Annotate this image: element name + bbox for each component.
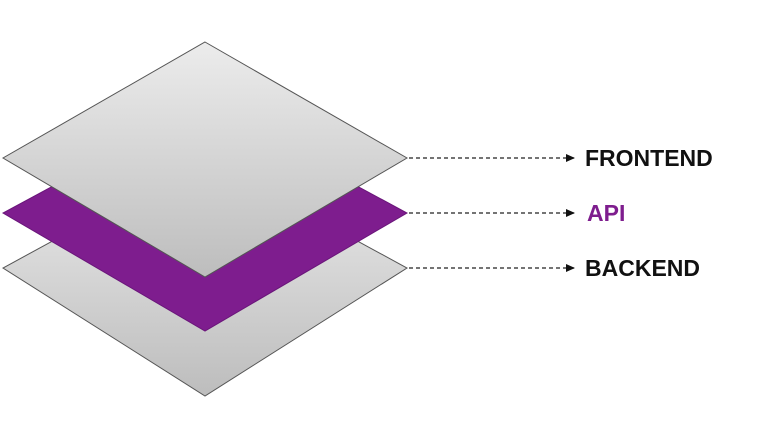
frontend-layer-plane	[2, 41, 408, 278]
api-label: API	[587, 200, 625, 226]
frontend-label: FRONTEND	[585, 145, 713, 171]
backend-label: BACKEND	[585, 255, 700, 281]
